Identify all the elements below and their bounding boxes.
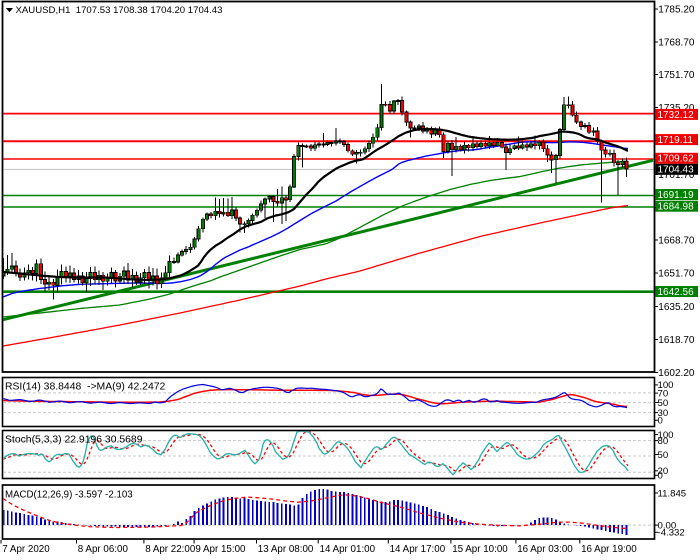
svg-text:1709.62: 1709.62 — [658, 154, 695, 165]
svg-text:50: 50 — [658, 450, 669, 461]
svg-text:100: 100 — [658, 430, 674, 441]
svg-text:70: 70 — [658, 388, 669, 399]
svg-text:0: 0 — [658, 416, 663, 427]
svg-text:8 Apr 22:00: 8 Apr 22:00 — [145, 544, 196, 555]
svg-text:1768.70: 1768.70 — [658, 37, 695, 48]
svg-text:0.00: 0.00 — [658, 520, 677, 531]
svg-text:-4.332: -4.332 — [658, 528, 685, 539]
svg-text:1719.11: 1719.11 — [658, 135, 694, 146]
svg-text:1618.70: 1618.70 — [658, 335, 695, 346]
svg-text:1668.70: 1668.70 — [658, 235, 695, 246]
svg-text:1691.19: 1691.19 — [658, 190, 695, 201]
svg-text:30: 30 — [658, 408, 669, 419]
svg-text:1684.98: 1684.98 — [658, 202, 695, 213]
svg-text:1735.20: 1735.20 — [658, 103, 695, 114]
svg-text:80: 80 — [658, 436, 669, 447]
svg-text:1751.70: 1751.70 — [658, 70, 695, 81]
svg-text:9 Apr 15:00: 9 Apr 15:00 — [195, 544, 246, 555]
svg-text:1732.12: 1732.12 — [658, 110, 695, 121]
svg-text:0: 0 — [658, 471, 663, 482]
svg-text:1785.20: 1785.20 — [658, 4, 695, 15]
svg-text:1635.20: 1635.20 — [658, 302, 695, 313]
svg-text:20: 20 — [658, 466, 669, 477]
svg-text:RSI(14) 38.8448 ->MA(9) 42.24: RSI(14) 38.8448 ->MA(9) 42.2472 — [5, 382, 165, 393]
svg-text:8 Apr 06:00: 8 Apr 06:00 — [78, 544, 129, 555]
svg-text:50: 50 — [658, 398, 669, 409]
svg-text:1701.70: 1701.70 — [658, 170, 695, 181]
svg-text:1602.20: 1602.20 — [658, 368, 695, 379]
svg-text:16 Apr 19:00: 16 Apr 19:00 — [581, 544, 637, 555]
svg-text:1651.70: 1651.70 — [658, 268, 695, 279]
svg-text:1704.43: 1704.43 — [658, 165, 695, 176]
svg-text:13 Apr 08:00: 13 Apr 08:00 — [258, 544, 314, 555]
svg-text:1642.56: 1642.56 — [658, 287, 695, 298]
svg-text:Stoch(5,3,3) 22.9196 30.5689: Stoch(5,3,3) 22.9196 30.5689 — [5, 435, 143, 446]
svg-text:16 Apr 03:00: 16 Apr 03:00 — [517, 544, 573, 555]
svg-text:14 Apr 17:00: 14 Apr 17:00 — [390, 544, 446, 555]
svg-text:14 Apr 01:00: 14 Apr 01:00 — [320, 544, 376, 555]
svg-text:15 Apr 10:00: 15 Apr 10:00 — [452, 544, 508, 555]
svg-text:100: 100 — [658, 380, 674, 391]
svg-text:11.845: 11.845 — [658, 488, 687, 499]
svg-text:XAUUSD,H1 1707.53 1708.38 170: XAUUSD,H1 1707.53 1708.38 1704.20 1704.4… — [16, 5, 223, 16]
svg-text:7 Apr 2020: 7 Apr 2020 — [2, 544, 50, 555]
svg-text:MACD(12,26,9) -3.597 -2.103: MACD(12,26,9) -3.597 -2.103 — [5, 490, 133, 501]
